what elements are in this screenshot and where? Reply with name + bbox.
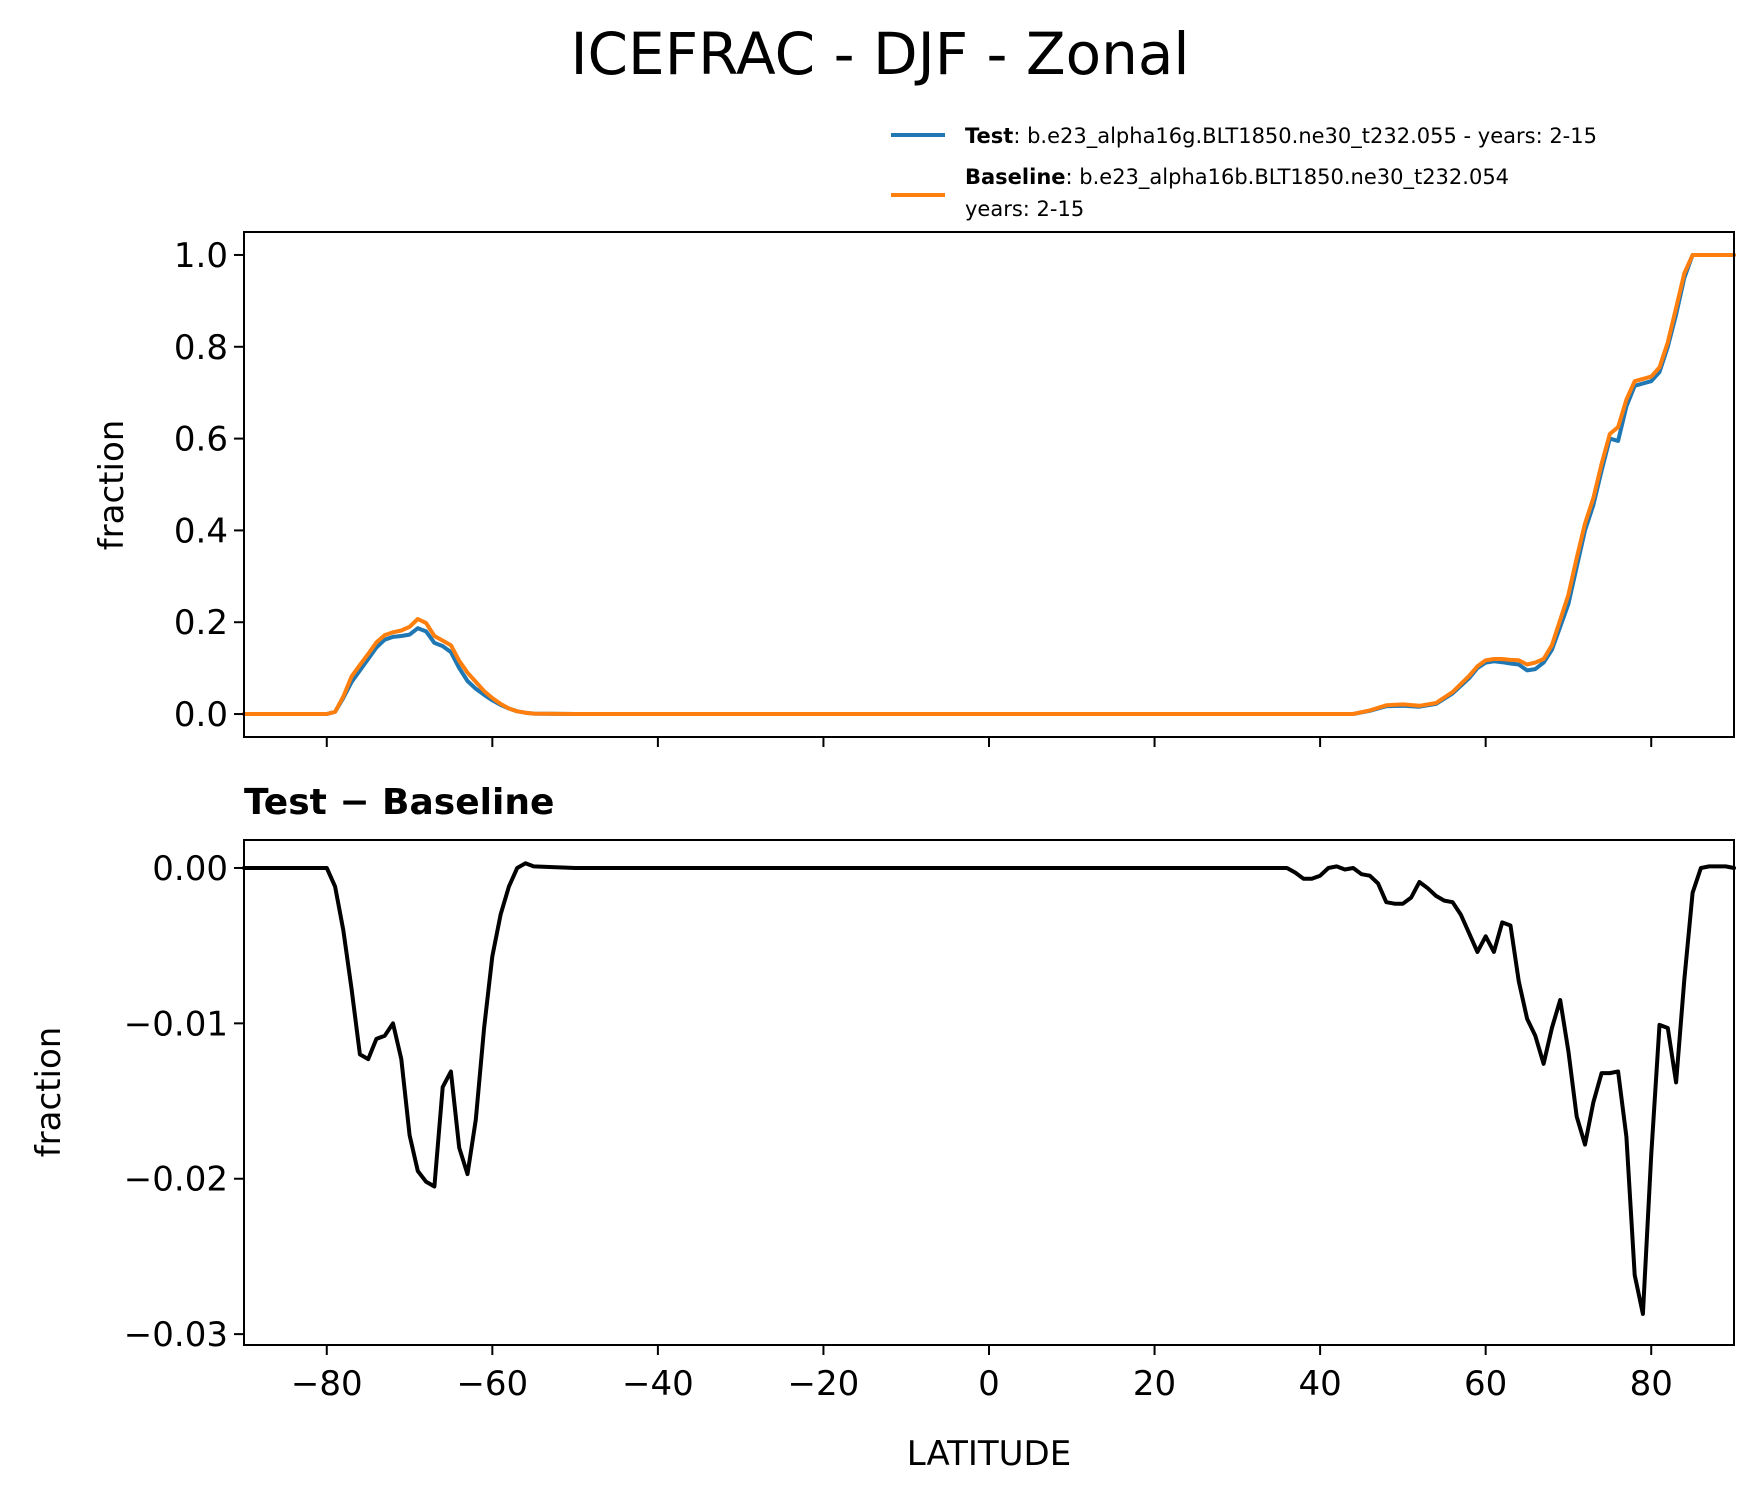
top-y-tick-label: 0.4: [174, 511, 228, 551]
bottom-x-tick-label: −20: [788, 1364, 860, 1404]
panel-ice-fraction: 0.0 0.2 0.4 0.6 0.8 1.0 fraction: [92, 231, 1736, 747]
legend-label-test-name: Test: [965, 124, 1013, 148]
legend-label-baseline-name: Baseline: [965, 165, 1066, 189]
bottom-x-tick-label: −40: [622, 1364, 694, 1404]
panel-title-difference: Test − Baseline: [244, 782, 554, 823]
top-series-line-1: [242, 253, 1736, 716]
bottom-y-tick-label: −0.01: [124, 1004, 228, 1044]
svg-text:Baseline: b.e23_alpha16b.BLT18: Baseline: b.e23_alpha16b.BLT1850.ne30_t2…: [965, 165, 1509, 190]
bottom-y-tick-label: −0.03: [124, 1315, 228, 1355]
plot-frame-bottom: [243, 839, 1735, 1346]
plot-area-top: [244, 232, 1734, 737]
bottom-x-tick-label: 60: [1464, 1364, 1507, 1404]
bottom-x-tick-label: 80: [1630, 1364, 1673, 1404]
bottom-x-tick-label: 0: [978, 1364, 1000, 1404]
legend: Test: b.e23_alpha16g.BLT1850.ne30_t232.0…: [891, 124, 1597, 221]
bottom-x-tick-label: −80: [291, 1364, 363, 1404]
top-y-tick-label: 1.0: [174, 236, 228, 276]
bottom-y-tick-label: −0.02: [124, 1160, 228, 1200]
legend-label-test-info: : b.e23_alpha16g.BLT1850.ne30_t232.055 -…: [1013, 124, 1597, 149]
top-y-tick-label: 0.2: [174, 603, 228, 643]
plot-frame-top: [243, 231, 1735, 738]
bottom-x-tick-label: 20: [1133, 1364, 1176, 1404]
bottom-y-tick-label: 0.00: [152, 849, 228, 889]
x-axis-label: LATITUDE: [907, 1434, 1071, 1474]
bottom-x-tick-label: 40: [1298, 1364, 1341, 1404]
legend-label-baseline-info: : b.e23_alpha16b.BLT1850.ne30_t232.054: [1066, 165, 1510, 190]
panel-difference: Test − Baseline 0.00 −0.01 −0.02 −0.03 −80 −…: [29, 782, 1736, 1474]
bottom-x-tick-label: −60: [456, 1364, 528, 1404]
y-axis-label-top: fraction: [92, 420, 132, 551]
plot-area-bottom: [244, 840, 1734, 1345]
figure-title: ICEFRAC - DJF - Zonal: [570, 20, 1189, 88]
legend-label-baseline-info-line2: years: 2-15: [965, 197, 1084, 221]
top-y-tick-label: 0.0: [174, 695, 228, 735]
y-axis-label-bottom: fraction: [29, 1027, 69, 1158]
bottom-series-line-0: [242, 861, 1736, 1316]
top-y-tick-label: 0.6: [174, 420, 228, 460]
top-y-tick-label: 0.8: [174, 328, 228, 368]
svg-text:Test: b.e23_alpha16g.BLT1850.n: Test: b.e23_alpha16g.BLT1850.ne30_t232.0…: [965, 124, 1597, 149]
